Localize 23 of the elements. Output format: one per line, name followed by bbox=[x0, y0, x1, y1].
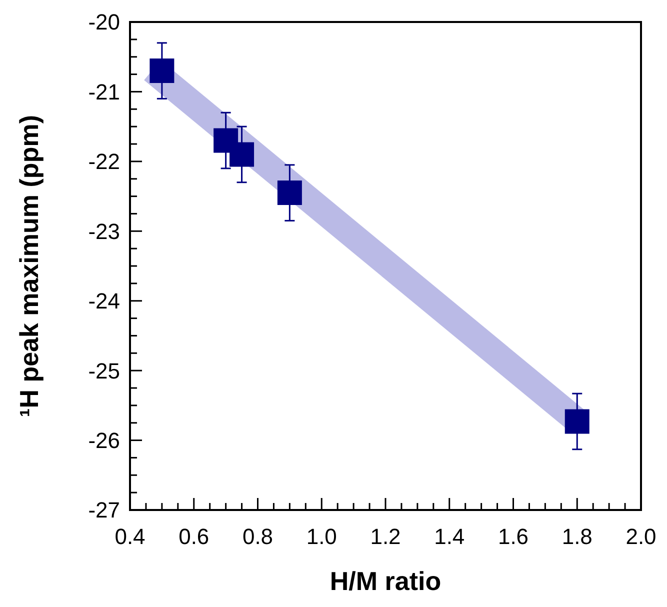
x-tick-label: 0.4 bbox=[114, 524, 146, 549]
point bbox=[564, 409, 590, 434]
y-tick-label: -20 bbox=[88, 10, 120, 35]
point bbox=[230, 142, 254, 167]
y-tick-label: -23 bbox=[88, 218, 120, 244]
x-tick-label: 1.6 bbox=[498, 524, 529, 549]
x-tick-label: 1.8 bbox=[562, 524, 592, 549]
y-tick-label: -27 bbox=[88, 498, 120, 523]
y-tick-label: -24 bbox=[88, 288, 120, 314]
point bbox=[150, 58, 174, 84]
x-tick-label: 0.8 bbox=[242, 524, 274, 549]
y-tick-label: -26 bbox=[88, 428, 120, 453]
y-tick-label: -22 bbox=[88, 149, 120, 174]
x-tick-label: 0.6 bbox=[178, 524, 210, 549]
point bbox=[277, 180, 302, 206]
x-tick-label: 2.0 bbox=[626, 524, 656, 549]
y-tick-label: -25 bbox=[88, 358, 120, 384]
x-tick-label: 1.4 bbox=[434, 524, 465, 549]
x-axis-title: H/M ratio bbox=[330, 566, 442, 596]
y-axis-title: ¹H peak maximum (ppm) bbox=[14, 115, 44, 417]
y-tick-label: -21 bbox=[88, 79, 120, 104]
x-tick-label: 1.2 bbox=[370, 524, 401, 549]
x-tick-label: 1.0 bbox=[306, 524, 337, 549]
